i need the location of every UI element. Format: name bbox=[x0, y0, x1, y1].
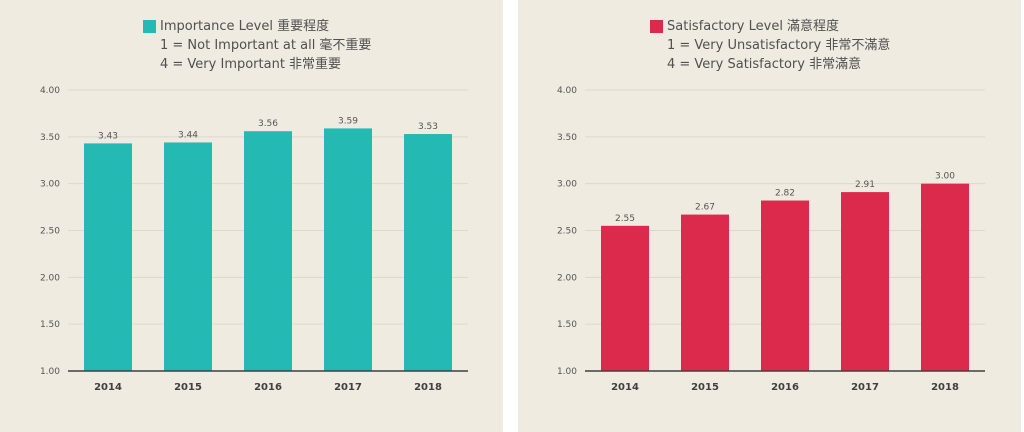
data-label: 2.67 bbox=[695, 203, 715, 213]
bar bbox=[164, 142, 212, 371]
y-tick-label: 1.00 bbox=[557, 367, 577, 377]
bar bbox=[244, 131, 292, 371]
legend-series-name: Importance Level 重要程度 bbox=[160, 19, 330, 34]
importance-chart-panel: Importance Level 重要程度 1 = Not Important … bbox=[0, 0, 503, 432]
y-tick-label: 2.50 bbox=[40, 227, 60, 237]
y-tick-label: 3.50 bbox=[40, 133, 60, 143]
bar bbox=[601, 225, 649, 371]
legend-note-max: 4 = Very Satisfactory 非常滿意 bbox=[667, 57, 862, 72]
satisfaction-bar-chart: 1.00 1.50 2.00 2.50 3.00 3.50 4.00 2.55 2014 2.67… bbox=[557, 86, 985, 393]
y-tick-label: 3.00 bbox=[557, 180, 577, 190]
x-tick-label: 2015 bbox=[691, 382, 719, 393]
legend-note-min: 1 = Not Important at all 毫不重要 bbox=[160, 38, 372, 53]
x-tick-label: 2014 bbox=[94, 382, 122, 393]
data-label: 2.55 bbox=[615, 214, 635, 224]
data-label: 3.59 bbox=[338, 116, 358, 126]
x-tick-label: 2016 bbox=[771, 382, 799, 393]
legend-series-name: Satisfactory Level 滿意程度 bbox=[667, 19, 840, 34]
bar bbox=[681, 214, 729, 371]
legend-swatch bbox=[143, 20, 156, 33]
legend-swatch bbox=[650, 20, 663, 33]
x-tick-label: 2015 bbox=[174, 382, 202, 393]
x-tick-label: 2018 bbox=[414, 382, 442, 393]
legend-note-max: 4 = Very Important 非常重要 bbox=[160, 57, 342, 72]
x-tick-label: 2018 bbox=[931, 382, 959, 393]
y-tick-label: 3.00 bbox=[40, 180, 60, 190]
bar bbox=[761, 200, 809, 371]
bar bbox=[921, 183, 969, 371]
y-tick-label: 4.00 bbox=[557, 86, 577, 96]
y-tick-label: 4.00 bbox=[40, 86, 60, 96]
data-label: 3.00 bbox=[935, 172, 955, 182]
bar bbox=[404, 134, 452, 371]
legend-note-min: 1 = Very Unsatisfactory 非常不滿意 bbox=[667, 38, 891, 53]
y-tick-label: 2.00 bbox=[40, 273, 60, 283]
data-label: 2.91 bbox=[855, 180, 875, 190]
data-label: 3.44 bbox=[178, 130, 198, 140]
x-tick-label: 2017 bbox=[334, 382, 362, 393]
x-tick-label: 2014 bbox=[611, 382, 639, 393]
y-tick-label: 1.50 bbox=[40, 320, 60, 330]
data-label: 3.56 bbox=[258, 119, 278, 129]
satisfaction-chart-panel: Satisfactory Level 滿意程度 1 = Very Unsatis… bbox=[518, 0, 1021, 432]
data-label: 3.53 bbox=[418, 122, 438, 132]
y-tick-label: 1.00 bbox=[40, 367, 60, 377]
y-tick-label: 2.50 bbox=[557, 227, 577, 237]
bar bbox=[841, 192, 889, 371]
data-label: 2.82 bbox=[775, 189, 795, 199]
bar bbox=[324, 128, 372, 371]
y-tick-label: 3.50 bbox=[557, 133, 577, 143]
y-tick-label: 1.50 bbox=[557, 320, 577, 330]
bar bbox=[84, 143, 132, 371]
importance-bar-chart: 1.00 1.50 2.00 2.50 3.00 3.50 4.00 3.43 2014 3.44… bbox=[40, 86, 468, 393]
data-label: 3.43 bbox=[98, 131, 118, 141]
x-tick-label: 2016 bbox=[254, 382, 282, 393]
x-tick-label: 2017 bbox=[851, 382, 879, 393]
y-tick-label: 2.00 bbox=[557, 273, 577, 283]
